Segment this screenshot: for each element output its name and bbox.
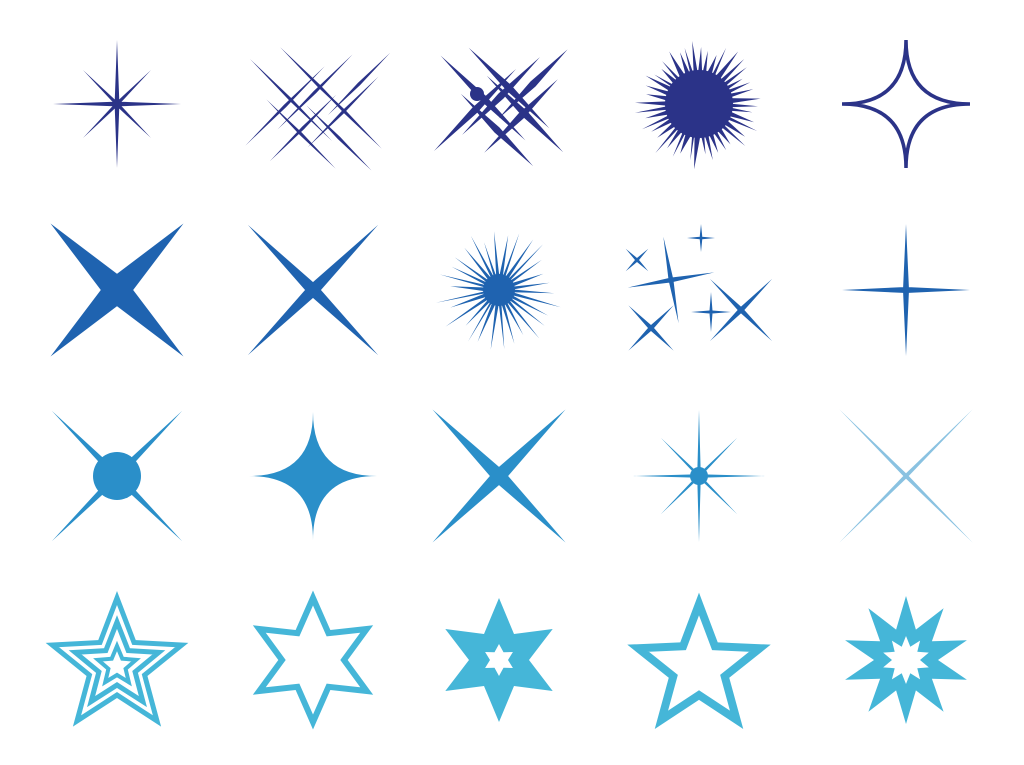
spiky-burst-icon xyxy=(436,231,561,350)
bold-x-sparkle-icon xyxy=(50,223,184,357)
thin-cross-sparkle-icon xyxy=(842,224,970,356)
six-point-solid-star-icon xyxy=(445,598,553,722)
thin-x-sparkle-icon xyxy=(247,224,379,356)
x-sparkle-with-circle-icon xyxy=(51,410,183,542)
double-outline-star-icon xyxy=(45,590,189,727)
four-point-outline-star-icon xyxy=(841,39,971,169)
faint-x-sparkle-icon xyxy=(839,409,973,543)
x-sparkle-icon xyxy=(432,409,566,543)
five-point-outline-star-icon xyxy=(627,592,771,729)
six-point-outline-star-icon xyxy=(252,590,374,730)
spiky-burst-icon xyxy=(634,41,761,170)
eight-point-dot-sparkle-icon xyxy=(633,410,765,542)
crossed-lines-dot-sparkle-icon xyxy=(434,47,568,167)
ten-point-burst-star-icon xyxy=(845,596,967,724)
four-point-solid-star-icon xyxy=(249,412,377,540)
sparkle-cluster-icon xyxy=(625,224,773,351)
crossed-lines-sparkle-icon xyxy=(245,47,391,171)
eight-point-sparkle-icon xyxy=(53,40,181,168)
